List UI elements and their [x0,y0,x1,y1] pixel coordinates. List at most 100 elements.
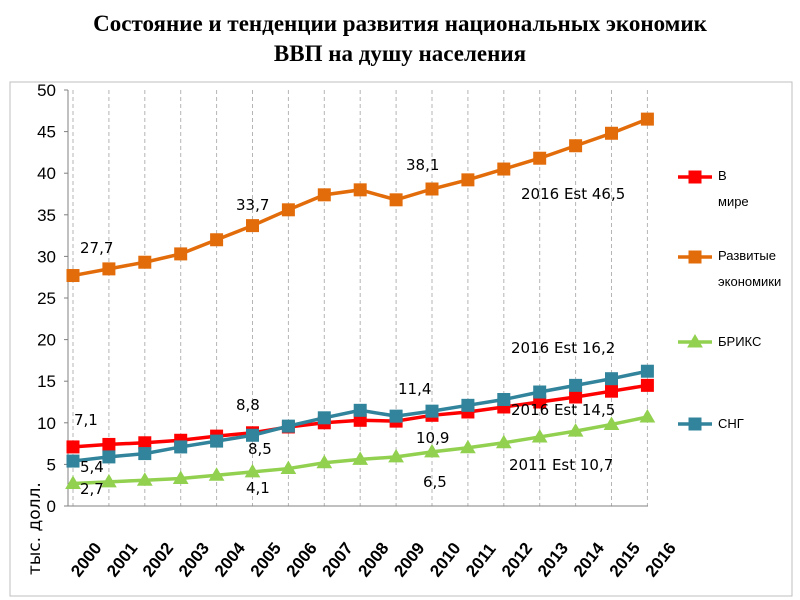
data-point [461,398,475,412]
y-tick-label: 0 [47,497,56,516]
x-tick-label: 2010 [426,539,464,581]
data-point [353,403,367,417]
data-annotation: 27,7 [80,239,113,257]
y-tick-label: 15 [37,372,56,391]
x-tick-label: 2003 [175,539,213,581]
x-tick-label: 2006 [283,539,321,581]
data-point [688,250,702,264]
data-point [460,439,476,454]
x-tick-label: 2005 [247,539,285,581]
data-point [569,139,583,153]
data-point [174,247,188,261]
y-tick-label: 40 [37,164,56,183]
data-point [388,448,404,463]
x-tick-label: 2000 [67,539,105,581]
data-point [533,385,547,399]
data-annotation: 2016 Est 46,5 [521,185,625,203]
data-annotation: 8,8 [236,396,260,414]
data-point [567,423,584,437]
data-annotation: 5,4 [80,458,104,476]
data-point [317,411,331,425]
data-point [531,428,548,443]
x-tick-label: 2002 [139,539,177,581]
y-tick-label: 35 [37,206,56,225]
data-point [424,443,440,458]
x-tick-label: 2013 [534,539,572,581]
data-point [640,112,654,126]
data-point [66,454,80,468]
x-tick-label: 2014 [570,539,609,581]
data-point [136,472,153,486]
x-tick-label: 2016 [642,539,680,581]
data-point [497,393,511,407]
data-point [138,436,152,450]
data-annotation: 33,7 [236,196,269,214]
data-point [65,475,81,490]
data-point [688,417,702,431]
data-point [66,440,80,454]
data-annotation: 2,7 [80,480,104,498]
x-tick-label: 2007 [318,539,356,581]
data-annotation: 4,1 [246,479,270,497]
y-tick-label: 20 [37,331,56,350]
data-point [102,450,116,464]
data-point [640,378,654,392]
series-БРИКС [65,408,656,490]
y-tick-label: 25 [37,289,56,308]
data-point [687,334,703,348]
data-annotation: 11,4 [398,380,431,398]
data-point [639,408,656,423]
y-tick-label: 45 [37,123,56,142]
x-tick-label: 2015 [606,539,644,581]
x-tick-label: 2004 [211,539,250,581]
data-point [605,384,618,398]
data-point [605,126,618,140]
data-annotation: 10,9 [416,429,449,447]
data-point [246,219,259,233]
data-point [280,460,297,475]
legend-label: В [718,168,727,183]
chart-title: Состояние и тенденции развития националь… [93,11,707,36]
data-point [210,434,224,448]
x-tick-label: 2011 [462,540,500,581]
data-point [353,183,367,197]
data-point [281,419,295,433]
data-point [246,428,259,442]
data-point [174,440,188,454]
data-point [172,470,189,485]
data-annotation: 38,1 [406,156,439,174]
data-point [316,454,333,469]
data-point [102,262,116,276]
x-tick-label: 2001 [103,539,141,581]
data-point [603,416,620,430]
data-annotation: 8,5 [248,440,272,458]
data-point [244,463,261,478]
data-point [605,372,618,386]
data-point [497,162,511,176]
data-point [138,447,152,461]
data-point [640,364,654,378]
data-point [101,473,117,488]
data-point [533,151,547,165]
legend-label: мире [718,194,749,209]
legend-label: БРИКС [718,334,761,349]
y-tick-label: 5 [47,455,56,474]
data-point [208,467,225,481]
data-point [138,255,152,269]
x-tick-label: 2008 [354,539,392,581]
data-annotation: 7,1 [74,411,98,429]
data-point [102,437,116,451]
data-annotation: 2016 Est 14,5 [511,401,615,419]
legend-label: экономики [718,274,781,289]
series-СНГ [66,364,654,468]
data-point [425,404,439,418]
data-point [569,378,583,392]
data-point [495,434,512,449]
legend-label: Развитые [718,248,776,263]
data-point [389,193,403,207]
data-point [688,170,702,184]
data-point [425,182,439,196]
x-tick-label: 2012 [498,539,536,581]
data-point [66,269,80,283]
